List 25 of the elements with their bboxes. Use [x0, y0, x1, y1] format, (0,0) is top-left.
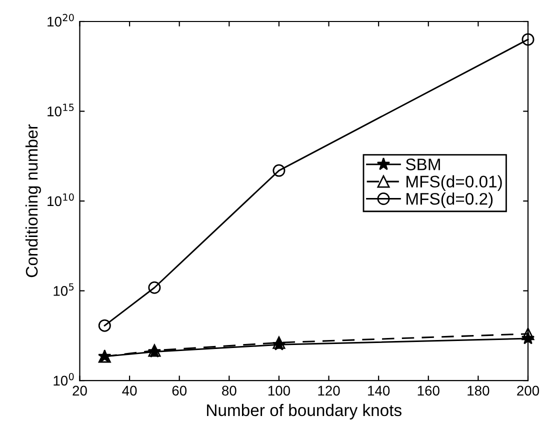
legend-label: SBM [406, 158, 440, 170]
y-tick-label: 10$^{0}$ [54, 372, 74, 386]
y-axis-title: Conditioning number [25, 124, 41, 278]
point [522, 33, 534, 46]
x-tick-label: 120 [318, 386, 340, 396]
y-tick-label: 10$^{15}$ [48, 104, 74, 116]
x-axis-title: Number of boundary knots [207, 404, 402, 420]
x-tick-label: 40 [122, 386, 137, 396]
x-tick-label: 140 [368, 386, 390, 396]
point [98, 319, 111, 332]
x-tick-label: 180 [468, 386, 490, 396]
legend-label: MFS(d=0.01) [406, 175, 502, 191]
x-tick-label: 160 [418, 386, 440, 396]
point [272, 164, 286, 177]
y-tick-label: 10$^{10}$ [48, 193, 74, 206]
legend-label: MFS(d=0.2) [406, 192, 493, 208]
x-tick-label: 20 [72, 386, 87, 396]
x-tick-label: 100 [268, 386, 290, 396]
point [148, 281, 161, 294]
y-tick-label: 10$^{20}$ [48, 14, 74, 27]
x-tick-label: 200 [517, 386, 540, 396]
x-tick-label: 80 [222, 386, 236, 396]
x-tick-label: 60 [172, 386, 187, 396]
point [522, 328, 534, 340]
y-tick-label: 10$^{5}$ [54, 283, 74, 296]
